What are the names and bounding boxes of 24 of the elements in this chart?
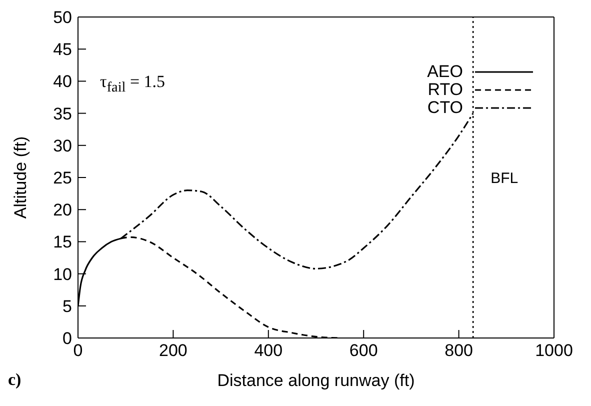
legend-label: CTO (427, 98, 463, 117)
y-tick-label: 35 (53, 104, 72, 124)
y-tick-label: 0 (62, 329, 72, 348)
y-tick-label: 10 (53, 264, 72, 284)
y-tick-label: 15 (53, 232, 72, 252)
y-tick-label: 40 (53, 72, 72, 92)
y-tick-label: 30 (53, 136, 72, 156)
y-tick-label: 20 (53, 200, 72, 220)
x-tick-label: 600 (349, 341, 378, 360)
y-tick-label: 50 (53, 8, 72, 28)
x-tick-label: 400 (254, 341, 283, 360)
x-tick-label: 200 (159, 341, 188, 360)
legend-label: RTO (428, 80, 463, 99)
legend-label: AEO (427, 62, 463, 81)
x-tick-label: 1000 (535, 341, 573, 360)
y-tick-label: 5 (62, 296, 72, 316)
text: c) (8, 370, 22, 390)
y-axis-title: Altitude (ft) (11, 136, 30, 219)
y-tick-label: 45 (53, 40, 72, 60)
x-tick-label: 800 (444, 341, 473, 360)
y-tick-label: 25 (53, 168, 72, 188)
x-axis-title: Distance along runway (ft) (217, 371, 415, 390)
annotation: τ$_{fail}$ = 1.5 (100, 72, 166, 96)
ref-line-label: BFL (490, 170, 518, 187)
